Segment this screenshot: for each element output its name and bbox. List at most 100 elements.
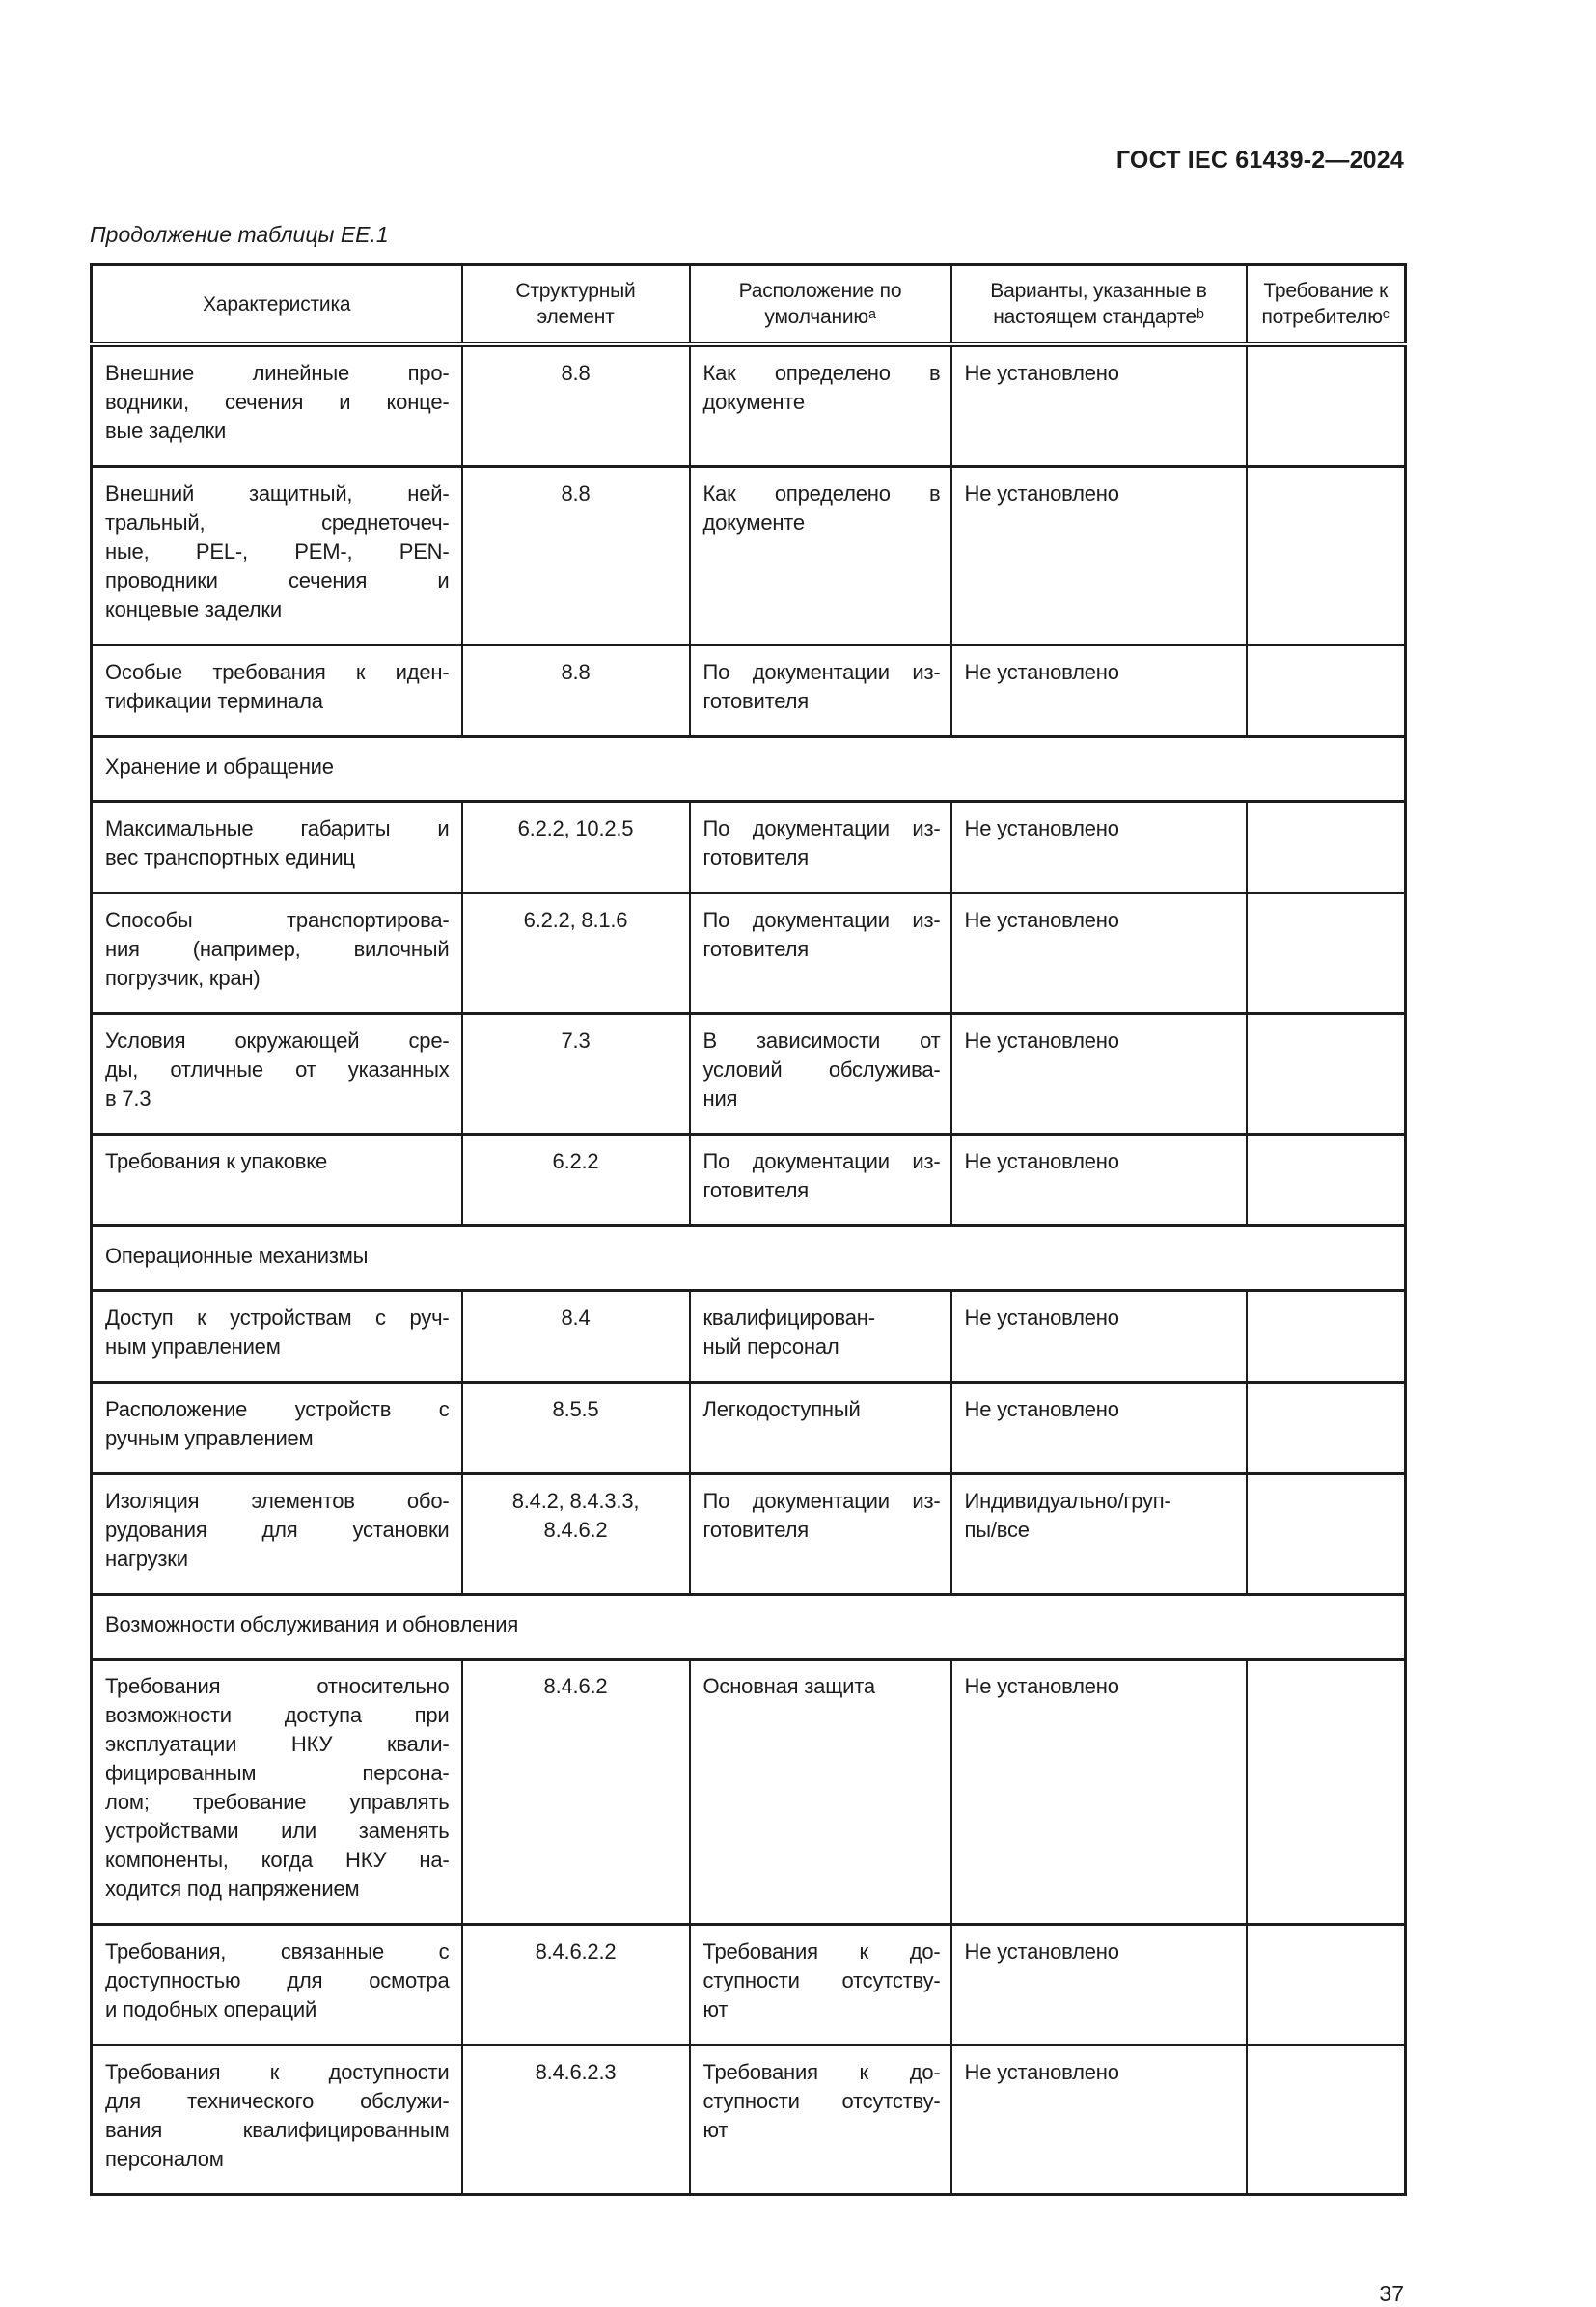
column-header-line: Варианты, указанные в (990, 280, 1207, 302)
cell-line: Как определено в (702, 361, 941, 385)
cell-line: Особые требования к иден- (105, 660, 450, 684)
cell-line: вес транспортных единиц (105, 845, 355, 869)
table-cell: Не установлено (949, 800, 1248, 894)
cell-line: Внешний защитный, ней- (105, 481, 450, 506)
table-row: Требования к доступности для технического… (90, 2044, 1407, 2196)
table-cell: 8.4.2, 8.4.3.3, 8.4.6.2 (460, 1472, 691, 1596)
table-cell: Требования к упаковке (90, 1133, 463, 1227)
cell-line: Не установлено (964, 1674, 1119, 1698)
cell-line: Не установлено (964, 1305, 1119, 1330)
cell-line: 8.4.6.2.3 (535, 2060, 617, 2084)
cell-line: и подобных операций (105, 1997, 317, 2021)
table-cell: 8.4 (460, 1289, 691, 1384)
table-cell: Не установлено (949, 343, 1248, 468)
table-cell: 8.4.6.2 (460, 1658, 691, 1926)
column-header: Требование к потребителюᶜ (1245, 263, 1407, 347)
cell-line: Требования, связанные с (105, 1939, 450, 1964)
table-cell: Требования к доступности для технического… (90, 2044, 463, 2196)
cell-line: ходится под напряжением (105, 1877, 360, 1901)
cell-line: квалифицирован- (702, 1305, 876, 1330)
cell-line: доступностью для осмотра (105, 1968, 450, 1992)
cell-line: 8.5.5 (552, 1397, 599, 1421)
cell-line: По документации из- (702, 660, 941, 684)
cell-line: Требования к до- (702, 1939, 941, 1964)
table-row: Условия окружающей сре-ды, отличные от у… (90, 1012, 1407, 1136)
table-cell: квалифицирован-ный персонал (688, 1289, 952, 1384)
table-cell (1245, 644, 1407, 738)
cell-line: 8.4 (561, 1305, 591, 1330)
cell-line: условий обслужива- (702, 1057, 941, 1082)
table-cell: Внешний защитный, ней-тральный, среднето… (90, 465, 463, 646)
table-row: Требования относительно возможности досту… (90, 1658, 1407, 1926)
table-cell: Как определено в документе (688, 465, 952, 646)
cell-line: ды, отличные от указанных (105, 1057, 450, 1082)
column-header-line: Требование к (1263, 280, 1389, 302)
cell-line: ные, PEL-, PEM-, PEN- (105, 539, 450, 563)
table-cell: Требования, связанные с доступностью для … (90, 1923, 463, 2046)
cell-line: персоналом (105, 2147, 224, 2171)
cell-line: документе (702, 510, 806, 535)
cell-line: В зависимости от (702, 1029, 941, 1053)
cell-line: 6.2.2, 8.1.6 (523, 908, 628, 932)
table-cell (1245, 1012, 1407, 1136)
table-cell (1245, 1658, 1407, 1926)
column-header: Характеристика (90, 263, 463, 347)
column-header-line: Характеристика (203, 292, 351, 316)
cell-line: 8.4.6.2 (543, 1674, 608, 1698)
table-cell (1245, 1923, 1407, 2046)
cell-line: По документации из- (702, 908, 941, 932)
cell-line: Доступ к устройствам с руч- (105, 1305, 450, 1330)
table-cell: 8.4.6.2.2 (460, 1923, 691, 2046)
cell-line: 8.8 (561, 361, 591, 385)
cell-line: ют (702, 1997, 729, 2021)
column-header: Расположение по умолчаниюᵃ (688, 263, 952, 347)
cell-line: По документации из- (702, 1489, 941, 1513)
cell-line: Не установлено (964, 481, 1119, 506)
cell-line: пы/все (964, 1518, 1031, 1542)
cell-line: Требования к до- (702, 2060, 941, 2084)
table-cell: 6.2.2, 10.2.5 (460, 800, 691, 894)
table-row: Внешний защитный, ней-тральный, среднето… (90, 465, 1407, 646)
table-cell: 6.2.2 (460, 1133, 691, 1227)
cell-line: По документации из- (702, 1149, 941, 1173)
cell-line: устройствами или заменять (105, 1819, 450, 1843)
section-row: Хранение и обращение (90, 735, 1407, 803)
cell-line: готовителя (702, 1178, 810, 1202)
cell-line: ния (702, 1086, 738, 1111)
table-cell: Особые требования к иден-тификации терми… (90, 644, 463, 738)
table-cell: Не установлено (949, 1289, 1248, 1384)
cell-line: Максимальные габариты и (105, 816, 450, 840)
cell-line: ния (например, вилочный (105, 937, 450, 961)
cell-line: Требования к доступности (105, 2060, 450, 2084)
cell-line: погрузчик, кран) (105, 966, 261, 990)
cell-line: тральный, среднеточеч- (105, 510, 450, 535)
table-cell: 8.5.5 (460, 1381, 691, 1475)
header-row: Характеристика Структурный элемент Располож… (90, 263, 1407, 347)
table-row: Максимальные габариты и вес транспортных … (90, 800, 1407, 894)
cell-line: Основная защита (702, 1674, 876, 1698)
table-cell: По документации из-готовителя (688, 892, 952, 1015)
table-cell: 6.2.2, 8.1.6 (460, 892, 691, 1015)
section-label: Возможности обслуживания и обновления (90, 1593, 1407, 1661)
cell-line: По документации из- (702, 816, 941, 840)
cell-line: Индивидуально/груп- (964, 1489, 1171, 1513)
cell-line: рудования для установки (105, 1518, 450, 1542)
cell-line: водники, сечения и конце- (105, 390, 450, 414)
table-cell: 8.8 (460, 644, 691, 738)
cell-line: для технического обслужи- (105, 2089, 450, 2113)
cell-line: Не установлено (964, 908, 1119, 932)
characteristics-table: Характеристика Структурный элемент Располож… (90, 263, 1407, 2196)
cell-line: ступности отсутству- (702, 1968, 941, 1992)
table-cell: Не установлено (949, 892, 1248, 1015)
column-header: Варианты, указанные в настоящем стандарте… (949, 263, 1248, 347)
table-row: Изоляция элементов обо-рудования для уст… (90, 1472, 1407, 1596)
cell-line: 8.4.6.2 (543, 1518, 608, 1542)
table-cell: 7.3 (460, 1012, 691, 1136)
cell-line: Расположение устройств с (105, 1397, 450, 1421)
cell-line: готовителя (702, 845, 810, 869)
table-cell (1245, 1472, 1407, 1596)
cell-line: ступности отсутству- (702, 2089, 941, 2113)
cell-line: Не установлено (964, 1939, 1119, 1964)
section-row: Операционные механизмы (90, 1224, 1407, 1292)
table-cell (1245, 1381, 1407, 1475)
